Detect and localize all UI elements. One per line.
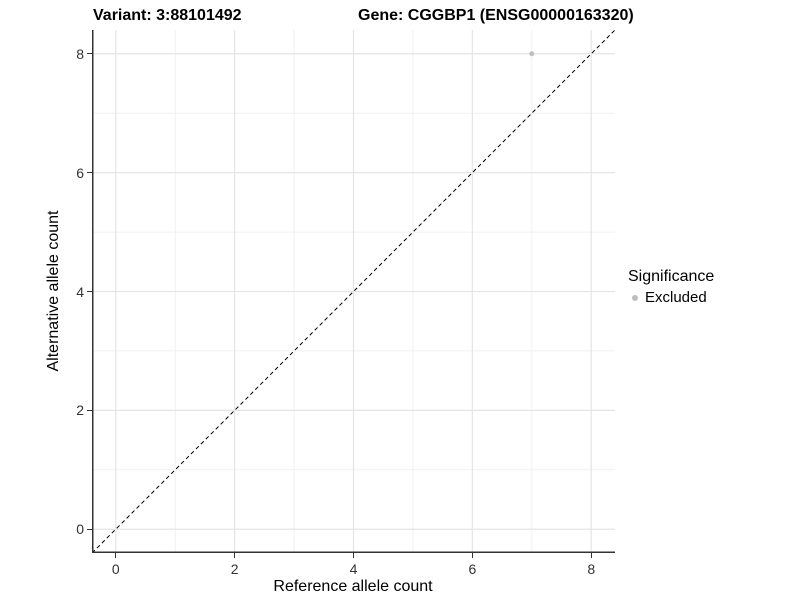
y-tick-label: 4 [76,283,84,300]
y-tick-mark [87,528,92,530]
x-tick-label: 8 [587,561,596,577]
data-point [529,51,535,57]
x-tick-label: 4 [349,561,358,577]
y-tick-label: 6 [76,164,84,181]
x-tick-mark [590,553,592,558]
y-tick-mark [87,172,92,174]
x-tick-label: 6 [468,561,477,577]
y-tick-label: 2 [76,402,84,419]
legend: Significance Excluded [628,268,714,306]
x-tick-mark [115,553,117,558]
legend-title: Significance [628,268,715,285]
legend-point-icon [632,294,638,301]
legend-item-excluded: Excluded [628,289,714,306]
x-tick-label: 0 [111,561,120,577]
y-tick-mark [87,409,92,411]
plot-panel [92,30,615,553]
legend-item-label: Excluded [645,289,707,306]
x-tick-mark [234,553,236,558]
plot-title-variant: Variant: 3:88101492 [93,7,242,24]
y-tick-label: 0 [76,521,84,538]
x-tick-mark [353,553,354,558]
x-axis-title: Reference allele count [273,578,433,595]
x-tick-mark [471,553,473,558]
x-tick-label: 2 [230,561,239,577]
y-tick-mark [87,53,92,55]
identity-line [92,30,615,553]
plot-title-gene: Gene: CGGBP1 (ENSG00000163320) [358,7,634,24]
chart-svg [92,30,615,553]
y-tick-label: 8 [76,45,84,62]
y-tick-mark [87,291,92,292]
